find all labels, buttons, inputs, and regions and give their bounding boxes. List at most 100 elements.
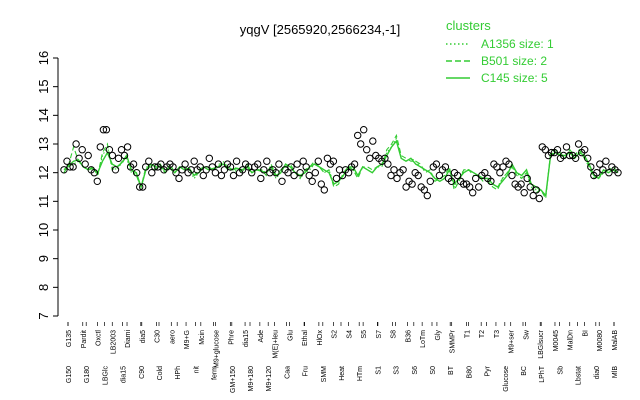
data-point (508, 171, 516, 180)
data-point (69, 163, 77, 171)
x-tick-label: HlOx (317, 330, 324, 346)
data-point (308, 177, 316, 186)
series-line-3 (63, 136, 619, 197)
x-tick-label: G180 (84, 366, 91, 383)
x-tick-label: dia15 (121, 366, 128, 383)
x-tick-label: SMM (321, 366, 328, 383)
x-tick-label: Phre (228, 330, 235, 345)
x-tick-label: BT (448, 365, 455, 375)
y-tick-label: 15 (36, 79, 51, 93)
x-tick-label: M(E)+leu (273, 330, 280, 359)
data-point (181, 160, 189, 168)
x-tick-label: S6 (412, 366, 419, 375)
x-tick-label: Sb (557, 366, 564, 375)
x-tick-label: LBGlc (102, 366, 109, 386)
data-point (481, 169, 489, 177)
x-tick-label: Lbstat (576, 366, 583, 385)
x-tick-label: B80 (466, 366, 473, 379)
data-point (526, 183, 534, 191)
x-tick-label: Gly (435, 330, 442, 341)
data-point (157, 160, 165, 168)
x-tick-label: S0 (430, 366, 437, 375)
data-point (320, 186, 328, 194)
data-point (475, 183, 483, 191)
data-point (217, 171, 226, 180)
data-point (402, 183, 410, 191)
legend: clusters A1356 size: 1 B501 size: 2 C145 s… (446, 18, 554, 85)
x-tick-label: S8 (391, 330, 398, 339)
data-point (117, 146, 126, 154)
x-tick-label: Sw (524, 329, 531, 340)
data-point (472, 174, 480, 183)
data-point (293, 160, 301, 168)
data-point (384, 160, 392, 168)
x-tick-label: T2 (479, 330, 486, 338)
data-point (202, 166, 211, 174)
data-point (208, 163, 217, 171)
data-point (142, 163, 150, 171)
x-tick-label: Fru (303, 366, 310, 377)
data-point (260, 166, 268, 174)
data-point (332, 174, 341, 183)
data-point (299, 157, 307, 165)
x-tick-label: C30 (155, 330, 162, 343)
data-point (248, 169, 256, 177)
data-point (338, 171, 347, 180)
data-point (254, 160, 262, 168)
data-point (387, 171, 395, 180)
data-point (190, 157, 198, 165)
x-tick-label: GM+150 (230, 366, 237, 393)
data-point (114, 154, 123, 163)
data-point (169, 163, 177, 171)
x-tick-label: Diami (125, 330, 132, 348)
legend-label: B501 size: 2 (481, 54, 547, 68)
x-tick-label: M9+glucose (214, 330, 221, 368)
data-point (99, 126, 108, 134)
data-point (366, 154, 374, 163)
data-point (408, 180, 416, 188)
data-point (123, 143, 132, 151)
data-point (360, 126, 368, 134)
y-tick-label: 16 (36, 51, 51, 65)
x-tick-label: S4 (346, 330, 353, 339)
data-point (129, 160, 138, 168)
x-tick-label: B36 (405, 330, 412, 343)
data-point (151, 163, 159, 171)
data-point (120, 151, 129, 160)
data-point (562, 143, 571, 151)
data-point (602, 157, 610, 165)
data-point (423, 191, 431, 200)
data-point (581, 146, 589, 154)
x-tick-label: HTm (357, 366, 364, 381)
x-tick-label: M9+180 (248, 366, 255, 392)
legend-label: C145 size: 5 (481, 71, 548, 85)
y-tick-label: 7 (36, 312, 51, 319)
data-point (75, 154, 83, 163)
data-point (541, 146, 549, 154)
data-point (226, 163, 235, 171)
data-point (499, 163, 507, 171)
data-point (314, 157, 322, 165)
data-point (205, 154, 214, 163)
data-point (329, 157, 338, 165)
data-point (72, 140, 80, 148)
data-point (574, 140, 583, 148)
x-tick-label: Cold (157, 366, 164, 381)
x-tick-label: LPhT (539, 365, 546, 382)
chart-title: yqgV [2565920,2566234,-1] (240, 22, 400, 37)
data-point (357, 140, 365, 148)
x-tick-label: dia15 (243, 330, 250, 347)
x-tick-label: BI (583, 330, 590, 337)
x-tick-label: Mcin (199, 330, 206, 345)
x-tick-label: Glu (287, 330, 294, 341)
data-point (605, 169, 613, 177)
data-point (178, 166, 186, 174)
x-tick-label: S1 (375, 366, 382, 375)
data-point (78, 146, 86, 154)
data-point (547, 148, 556, 157)
data-point (220, 166, 229, 174)
data-point (587, 163, 595, 171)
data-point (108, 151, 117, 160)
data-point (133, 169, 141, 177)
